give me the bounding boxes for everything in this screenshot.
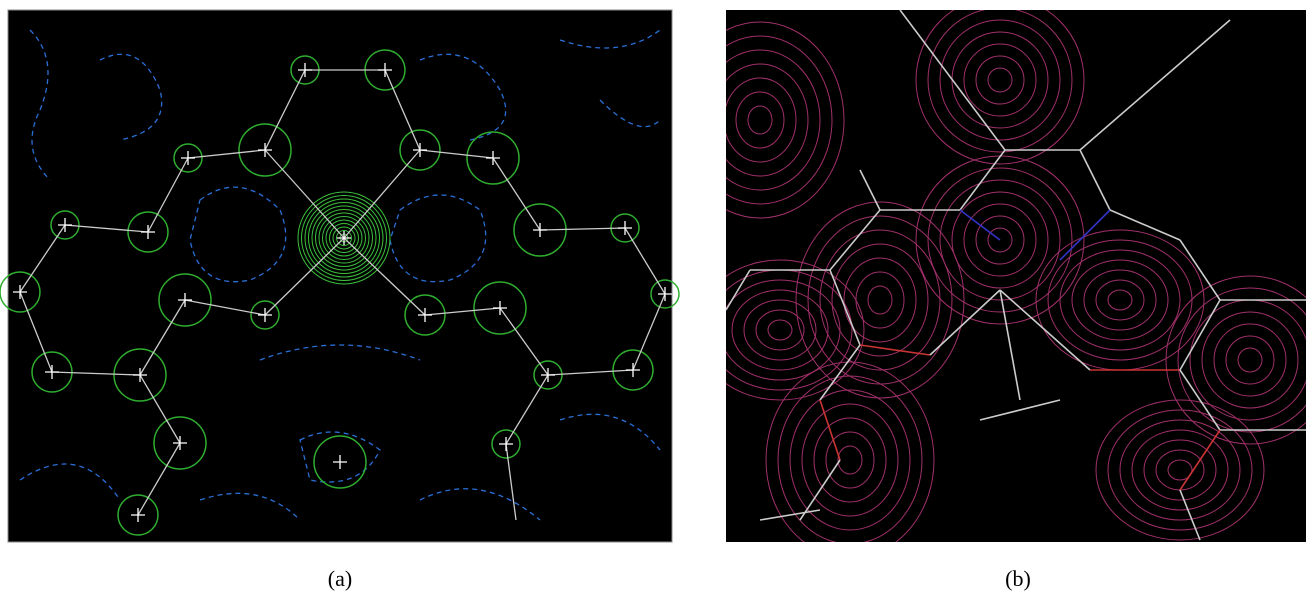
panel-a (0, 10, 679, 542)
figure-canvas: (a) (b) (0, 0, 1306, 592)
figure: (a) (b) (0, 0, 1306, 592)
caption-b: (b) (1005, 566, 1031, 591)
caption-a: (a) (328, 566, 352, 591)
panel-b (676, 0, 1306, 558)
